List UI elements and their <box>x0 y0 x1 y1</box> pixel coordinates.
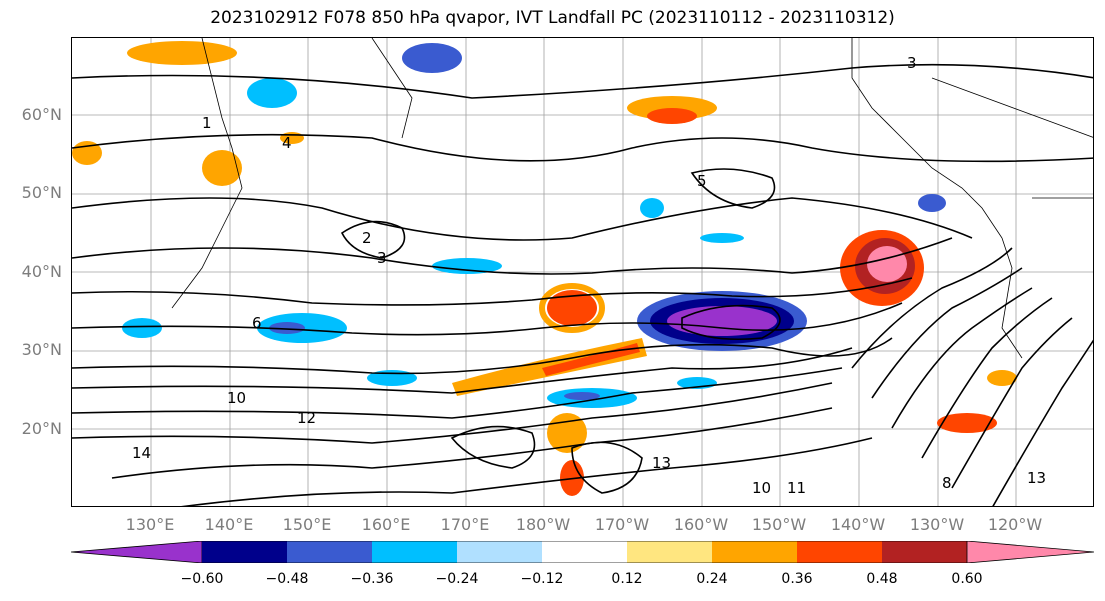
colorbar-tick: 0.48 <box>866 571 898 587</box>
colorbar-segment <box>202 541 287 563</box>
lat-label-40n: 40°N <box>21 262 62 281</box>
contour-label: 10 <box>227 389 246 407</box>
colorbar-segment <box>966 541 1094 563</box>
contour-label: 5 <box>697 172 707 190</box>
lon-label-120w: 120°W <box>987 515 1043 534</box>
colorbar-segment <box>457 541 542 563</box>
contour-label: 6 <box>252 314 262 332</box>
colorbar-segment <box>712 541 797 563</box>
colorbar-segment <box>71 541 203 563</box>
coastlines <box>171 38 1093 359</box>
colorbar-tick: 0.24 <box>696 571 728 587</box>
lon-label-160w: 160°W <box>673 515 729 534</box>
colorbar-tick: −0.24 <box>435 571 479 587</box>
colorbar-tick: 0.36 <box>781 571 813 587</box>
contour-label: 14 <box>132 444 151 462</box>
colorbar-segment <box>882 541 967 563</box>
contour-label: 3 <box>907 54 917 72</box>
contour-label: 13 <box>1027 469 1046 487</box>
colorbar-tick: 0.12 <box>611 571 643 587</box>
lon-label-150e: 150°E <box>282 515 332 534</box>
colorbar-tick: −0.48 <box>265 571 309 587</box>
colorbar-segment <box>372 541 457 563</box>
contour-label: 8 <box>942 474 952 492</box>
lon-label-150w: 150°W <box>751 515 807 534</box>
contour-labels: 2 3 5 3 12 10 14 13 10 11 13 8 1 6 4 <box>132 54 1046 497</box>
colorbar-tick: −0.60 <box>180 571 224 587</box>
colorbar-segment <box>627 541 712 563</box>
colorbar-segment <box>287 541 372 563</box>
lat-label-60n: 60°N <box>21 105 62 124</box>
lon-label-160e: 160°E <box>361 515 411 534</box>
colorbar-tick: −0.12 <box>520 571 564 587</box>
map-svg: 2 3 5 3 12 10 14 13 10 11 13 8 1 6 4 <box>72 38 1093 506</box>
colorbar-tick: −0.36 <box>350 571 394 587</box>
contour-label: 12 <box>297 409 316 427</box>
map-panel: 2 3 5 3 12 10 14 13 10 11 13 8 1 6 4 <box>71 37 1094 507</box>
colorbar-tick: 0.60 <box>951 571 983 587</box>
qvapor-shading <box>72 41 1017 496</box>
lon-label-170w: 170°W <box>594 515 650 534</box>
contour-label: 3 <box>377 249 387 267</box>
lat-label-30n: 30°N <box>21 340 62 359</box>
contour-label: 2 <box>362 229 372 247</box>
contour-label: 10 <box>752 479 771 497</box>
map-title: 2023102912 F078 850 hPa qvapor, IVT Land… <box>210 8 895 28</box>
lon-label-140e: 140°E <box>204 515 254 534</box>
lat-label-50n: 50°N <box>21 183 62 202</box>
lon-label-130w: 130°W <box>909 515 965 534</box>
lon-label-130e: 130°E <box>125 515 175 534</box>
ivt-contours <box>72 63 1093 506</box>
lon-label-140w: 140°W <box>830 515 886 534</box>
lon-label-170e: 170°E <box>440 515 490 534</box>
contour-label: 1 <box>202 114 212 132</box>
contour-label: 11 <box>787 479 806 497</box>
colorbar-segment <box>542 541 627 563</box>
contour-label: 4 <box>282 134 292 152</box>
colorbar-segment <box>797 541 882 563</box>
lon-label-180w: 180°W <box>515 515 571 534</box>
colorbar <box>71 541 1094 563</box>
contour-label: 13 <box>652 454 671 472</box>
lat-label-20n: 20°N <box>21 419 62 438</box>
